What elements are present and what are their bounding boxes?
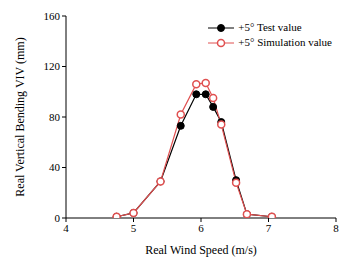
svg-text:0: 0 [55, 212, 61, 224]
svg-text:40: 40 [49, 161, 61, 173]
svg-text:80: 80 [49, 111, 61, 123]
html-text:+5° Simulation value: +5° Simulation value [238, 36, 332, 48]
svg-text:8: 8 [333, 222, 339, 234]
svg-text:Real Vertical Bending VIV (mm): Real Vertical Bending VIV (mm) [13, 37, 27, 196]
svg-text:160: 160 [44, 10, 61, 22]
svg-text:6: 6 [198, 222, 204, 234]
svg-text:120: 120 [44, 60, 61, 72]
svg-text:5: 5 [131, 222, 137, 234]
svg-text:Real Wind Speed (m/s): Real Wind Speed (m/s) [145, 243, 257, 257]
svg-text:7: 7 [266, 222, 272, 234]
svg-text:4: 4 [63, 222, 69, 234]
html-text:+5° Test value: +5° Test value [238, 21, 302, 33]
